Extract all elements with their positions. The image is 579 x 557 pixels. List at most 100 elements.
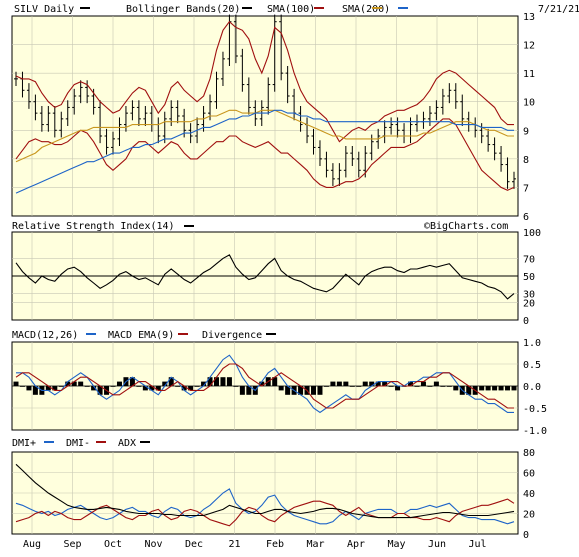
divergence-bar [201, 381, 207, 386]
divergence-bar [194, 386, 200, 387]
macd-legend-label: Divergence [202, 330, 262, 341]
divergence-bar [382, 381, 388, 386]
x-tick-label: Nov [144, 539, 162, 550]
y-tick-label: 30 [523, 290, 535, 301]
dmi-legend-label: DMI- [66, 438, 90, 449]
price-legend-label: Bollinger Bands(20) [126, 4, 240, 15]
x-tick-label: Mar [306, 539, 324, 550]
dmi-lines [15, 463, 515, 527]
price-y-ticks: 13 12 11 10 9 8 7 6 [523, 12, 535, 223]
divergence-bar [220, 377, 226, 386]
x-tick-label: Jul [468, 539, 486, 550]
divergence-bar [433, 381, 439, 386]
x-tick-label: Sep [63, 539, 81, 550]
divergence-bar [492, 386, 498, 391]
divergence-bar [65, 381, 71, 386]
macd-legend-label: MACD(12,26) [12, 330, 78, 341]
x-axis-ticks: Aug Sep Oct Nov Dec 21 Feb Mar Apr May Jun Jul [23, 539, 487, 550]
series-line [16, 354, 514, 414]
divergence-bar [129, 377, 135, 386]
divergence-bar [32, 386, 38, 395]
divergence-bar [369, 381, 375, 386]
y-tick-label: 20 [523, 298, 535, 309]
watermark: ©BigCharts.com [424, 221, 508, 232]
divergence-bar [168, 377, 174, 386]
x-tick-label: May [387, 539, 405, 550]
divergence-bar [453, 386, 459, 391]
x-tick-label: Oct [104, 539, 122, 550]
y-tick-label: 100 [523, 228, 541, 239]
divergence-bar [188, 386, 194, 391]
y-tick-label: 40 [523, 489, 535, 500]
series-line [15, 488, 515, 525]
divergence-bar [395, 386, 401, 391]
y-tick-label: 20 [523, 510, 535, 521]
divergence-bar [45, 386, 51, 391]
series-line [15, 254, 515, 300]
divergence-bar [349, 386, 355, 387]
divergence-bar [207, 377, 213, 386]
divergence-bar [175, 386, 181, 387]
y-tick-label: 50 [523, 272, 535, 283]
divergence-bar [420, 381, 426, 386]
divergence-bar [427, 386, 433, 387]
price-legend-label: SMA(100) [267, 4, 315, 15]
price-legend-label: SMA(200) [342, 4, 390, 15]
series-line [15, 109, 514, 194]
divergence-bar [246, 386, 252, 395]
divergence-bar [498, 386, 504, 391]
y-tick-label: 10 [523, 98, 535, 109]
divergence-bar [78, 381, 84, 386]
divergence-bar [343, 381, 349, 386]
divergence-bar [511, 386, 517, 391]
divergence-bar [19, 386, 25, 387]
x-tick-label: Aug [23, 539, 41, 550]
series-line [15, 363, 514, 409]
divergence-bar [330, 381, 336, 386]
y-tick-label: 13 [523, 12, 535, 23]
divergence-bar [149, 386, 155, 391]
divergence-bar [446, 386, 452, 387]
divergence-bar [13, 381, 19, 386]
divergence-bar [58, 386, 64, 387]
dmi-legend: DMI+ DMI- ADX [12, 438, 150, 449]
divergence-bar [317, 386, 323, 395]
y-tick-label: -0.5 [523, 404, 547, 415]
y-tick-label: 60 [523, 469, 535, 480]
divergence-bar [466, 386, 472, 395]
divergence-bar [181, 386, 187, 391]
divergence-bar [311, 386, 317, 395]
divergence-bar [440, 386, 446, 387]
divergence-bar [52, 386, 58, 391]
divergence-bar [84, 386, 90, 387]
series-line [15, 463, 515, 519]
divergence-bar [336, 381, 342, 386]
series-line [15, 109, 514, 163]
price-grid [12, 16, 518, 216]
price-legend-label: SILV Daily [14, 4, 74, 15]
x-tick-label: Jun [428, 539, 446, 550]
y-tick-label: 9 [523, 126, 529, 137]
divergence-bar [116, 381, 122, 386]
divergence-bar [239, 386, 245, 395]
divergence-bar [233, 386, 239, 387]
divergence-bar [142, 386, 148, 391]
divergence-bar [356, 386, 362, 387]
divergence-bar [298, 386, 304, 395]
divergence-bar [375, 381, 381, 386]
y-tick-label: 12 [523, 41, 535, 52]
divergence-bar [259, 381, 265, 386]
divergence-bar [285, 386, 291, 395]
date-label: 7/21/21 [538, 4, 579, 15]
y-tick-label: 8 [523, 155, 529, 166]
y-tick-label: 0 [523, 316, 529, 327]
x-tick-label: Apr [347, 539, 365, 550]
divergence-bar [213, 377, 219, 386]
price-lines [14, 14, 516, 194]
y-tick-label: 0.0 [523, 382, 541, 393]
divergence-bar [388, 386, 394, 387]
divergence-bar [110, 386, 116, 387]
divergence-bar [97, 386, 103, 395]
